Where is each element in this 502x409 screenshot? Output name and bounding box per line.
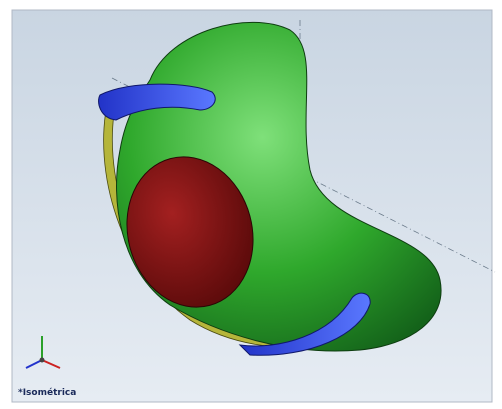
page: *Isométrica (() => { const data = JSON.p…	[0, 0, 502, 409]
cad-viewport: *Isométrica	[0, 0, 502, 409]
view-label: *Isométrica	[18, 387, 76, 398]
